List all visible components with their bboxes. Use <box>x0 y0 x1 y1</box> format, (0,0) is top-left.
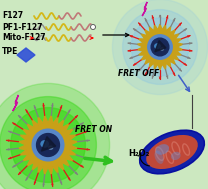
Polygon shape <box>41 137 56 151</box>
Circle shape <box>123 10 197 84</box>
Circle shape <box>32 129 64 161</box>
Circle shape <box>151 38 169 56</box>
Text: H₂O₂: H₂O₂ <box>128 149 149 158</box>
Circle shape <box>0 97 96 189</box>
Circle shape <box>11 108 85 182</box>
Polygon shape <box>142 2 147 16</box>
Ellipse shape <box>40 140 49 148</box>
Circle shape <box>112 0 208 95</box>
Circle shape <box>90 25 95 29</box>
Circle shape <box>37 134 59 156</box>
Ellipse shape <box>140 130 204 174</box>
Ellipse shape <box>155 151 163 164</box>
Circle shape <box>0 83 110 189</box>
Circle shape <box>148 35 172 59</box>
Text: PF1-F127: PF1-F127 <box>2 22 42 32</box>
Text: FRET OFF: FRET OFF <box>118 69 159 78</box>
Polygon shape <box>137 24 183 70</box>
Ellipse shape <box>156 144 169 155</box>
Ellipse shape <box>160 47 164 51</box>
Ellipse shape <box>171 152 181 160</box>
Polygon shape <box>155 40 166 52</box>
Text: TPE: TPE <box>2 47 18 57</box>
Ellipse shape <box>146 135 198 169</box>
Text: FRET ON: FRET ON <box>75 125 112 134</box>
Ellipse shape <box>48 146 53 150</box>
Text: F127: F127 <box>2 12 23 20</box>
Circle shape <box>131 18 189 76</box>
Polygon shape <box>13 95 18 111</box>
Polygon shape <box>19 115 78 174</box>
Text: Mito-F127: Mito-F127 <box>2 33 46 43</box>
Polygon shape <box>17 48 35 62</box>
Ellipse shape <box>154 43 161 49</box>
